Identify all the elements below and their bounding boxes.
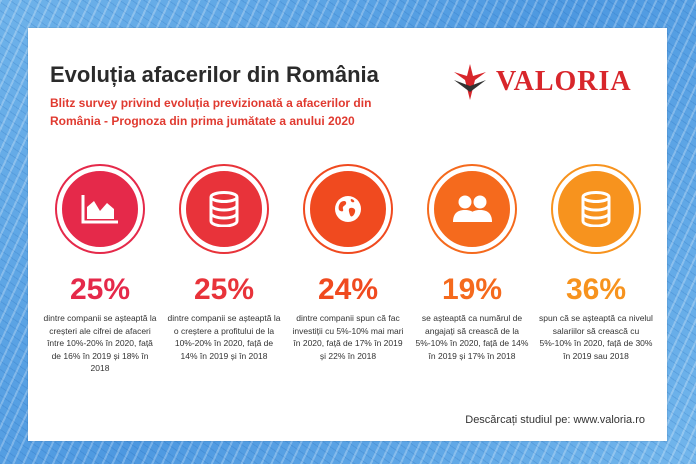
users-icon: [453, 195, 492, 222]
stat-percent: 19%: [441, 273, 503, 306]
stat-percent: 36%: [565, 273, 627, 306]
stat-percent: 24%: [317, 273, 379, 306]
stat-investment: 24% dintre companii spun că fac investiț…: [286, 164, 410, 362]
stat-description: dintre companii se așteaptă la creșteri …: [43, 313, 157, 373]
infographic-card: Evoluția afacerilor din România Blitz su…: [28, 28, 667, 441]
logo-text: VALORIA: [496, 66, 632, 97]
database-icon: [209, 191, 239, 227]
area-chart-icon: [81, 195, 118, 224]
stat-employees: 19% se așteaptă ca numărul de angajați s…: [410, 164, 534, 362]
stat-percent: 25%: [193, 273, 255, 306]
stat-circle: [59, 168, 141, 250]
stat-profit: 25% dintre companii se așteaptă la o cre…: [162, 164, 286, 362]
stat-percent: 25%: [69, 273, 131, 306]
stat-circle: [307, 168, 389, 250]
valoria-logo: VALORIA: [448, 62, 648, 102]
stat-circle: [431, 168, 513, 250]
footer-download-link[interactable]: Descărcați studiul pe: www.valoria.ro: [465, 414, 645, 426]
valoria-star-icon: [454, 64, 486, 100]
page-subtitle: Blitz survey privind evoluția previziona…: [50, 96, 372, 128]
stat-description: se așteaptă ca numărul de angajați să cr…: [415, 313, 529, 361]
stat-description: spun că se așteaptă ca nivelul salariilo…: [539, 313, 653, 361]
stat-description: dintre companii spun că fac investiții c…: [292, 313, 404, 361]
globe-icon: [335, 196, 361, 222]
stat-circle: [555, 168, 637, 250]
stat-circle: [183, 168, 265, 250]
database-icon: [581, 191, 611, 227]
stat-turnover: 25% dintre companii se așteaptă la creșt…: [38, 164, 162, 375]
page-title: Evoluția afacerilor din România: [50, 62, 379, 87]
stat-salaries: 36% spun că se așteaptă ca nivelul salar…: [534, 164, 658, 362]
stats-row: 25% dintre companii se așteaptă la creșt…: [38, 164, 658, 388]
stat-description: dintre companii se așteaptă la o creșter…: [167, 313, 281, 361]
